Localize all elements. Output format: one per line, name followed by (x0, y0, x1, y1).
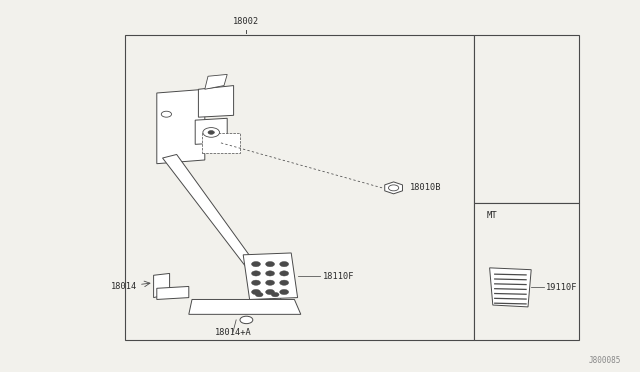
Polygon shape (490, 268, 531, 307)
Circle shape (203, 128, 220, 137)
Text: 18002: 18002 (233, 17, 260, 26)
Circle shape (161, 111, 172, 117)
Circle shape (252, 271, 260, 276)
Circle shape (271, 292, 279, 297)
Text: 19110F: 19110F (546, 283, 577, 292)
Polygon shape (157, 286, 189, 299)
Circle shape (280, 280, 289, 285)
Circle shape (280, 271, 289, 276)
Polygon shape (163, 154, 286, 308)
Circle shape (208, 131, 214, 134)
Circle shape (255, 292, 263, 297)
Polygon shape (385, 182, 403, 194)
Polygon shape (205, 74, 227, 89)
Circle shape (266, 280, 275, 285)
Polygon shape (154, 273, 170, 298)
Polygon shape (157, 89, 205, 164)
Bar (474, 35, 579, 203)
Circle shape (280, 289, 289, 295)
Circle shape (266, 271, 275, 276)
Text: J800085: J800085 (588, 356, 621, 365)
Text: 18014+A: 18014+A (214, 328, 252, 337)
Circle shape (266, 262, 275, 267)
Polygon shape (195, 118, 227, 144)
Polygon shape (189, 299, 301, 314)
Text: 18110F: 18110F (323, 272, 354, 281)
Circle shape (252, 262, 260, 267)
Circle shape (240, 316, 253, 324)
Bar (125, 35, 474, 340)
Text: 18010B: 18010B (410, 183, 441, 192)
Polygon shape (198, 86, 234, 117)
Text: 18014: 18014 (111, 282, 138, 291)
Circle shape (388, 185, 399, 191)
Bar (474, 203, 579, 340)
Bar (202, 133, 240, 153)
Circle shape (252, 289, 260, 295)
Circle shape (280, 262, 289, 267)
Circle shape (252, 280, 260, 285)
Text: MT: MT (486, 211, 497, 219)
Circle shape (266, 289, 275, 295)
Polygon shape (243, 253, 298, 299)
